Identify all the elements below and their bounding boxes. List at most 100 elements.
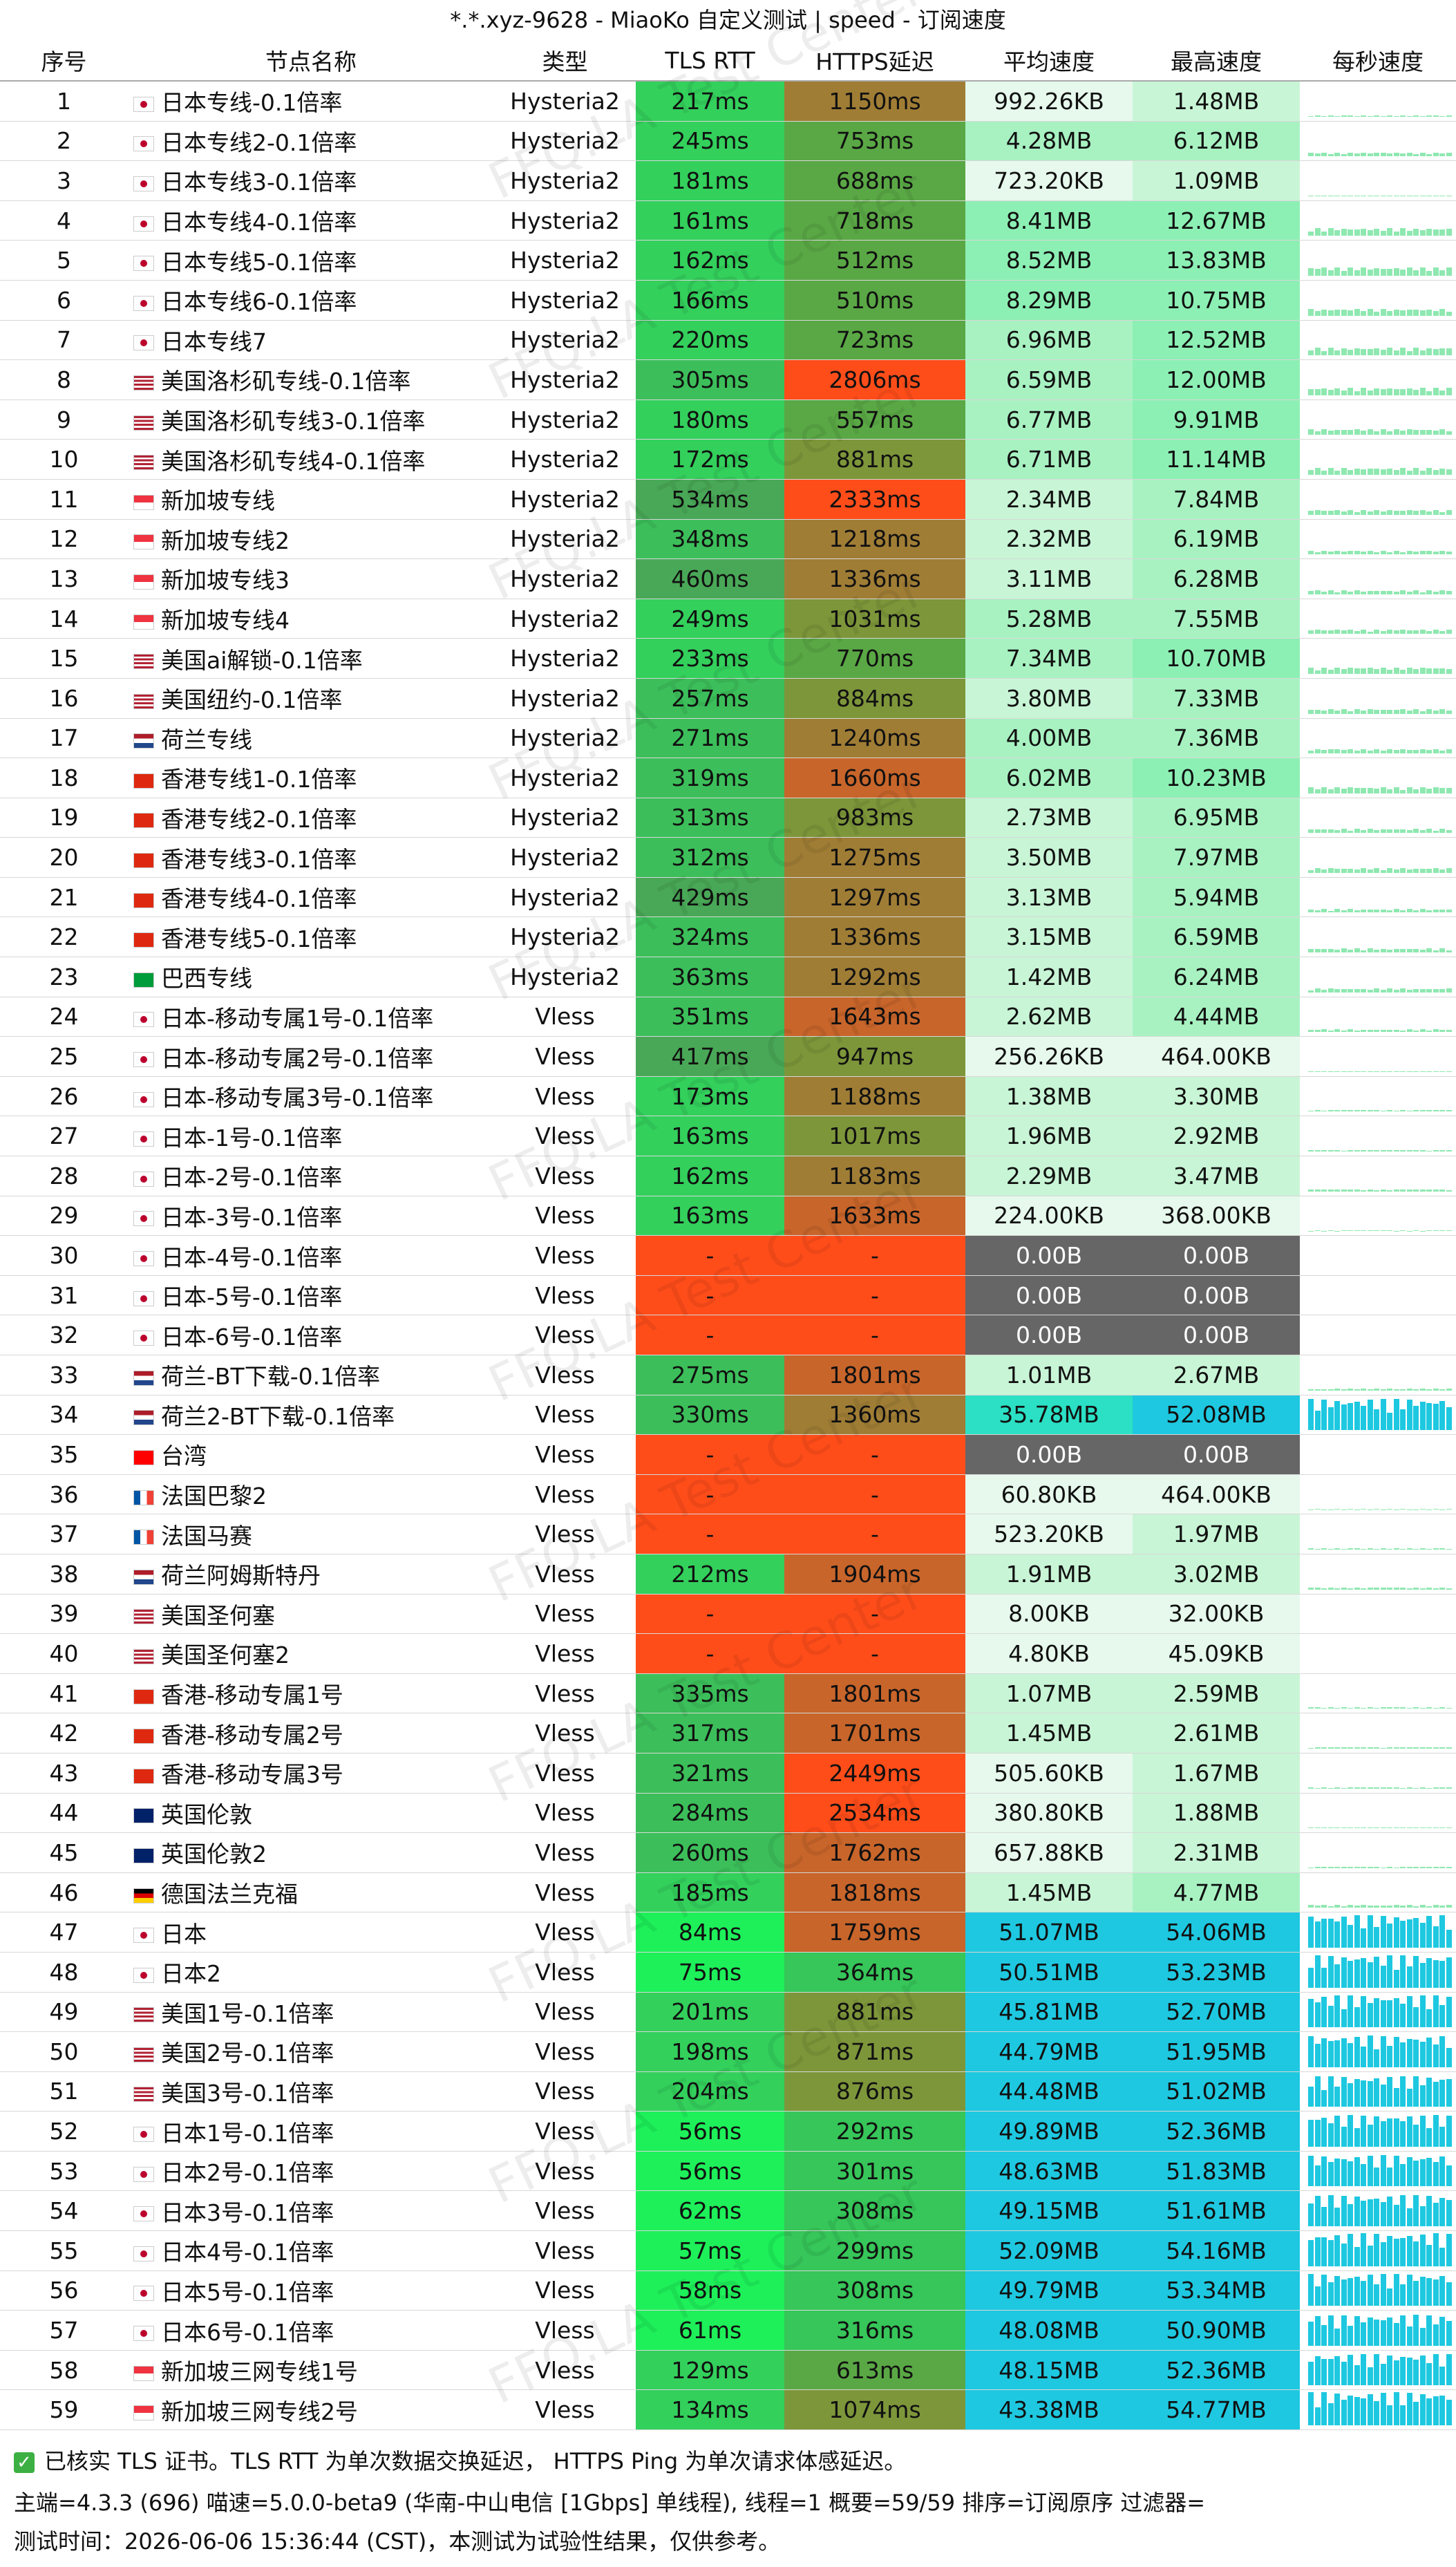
sparkline-bar bbox=[1433, 1404, 1439, 1431]
sparkline-bar bbox=[1348, 1866, 1353, 1868]
sparkline-bar bbox=[1354, 590, 1360, 594]
sparkline-bar bbox=[1341, 630, 1347, 634]
sparkline-bar bbox=[1341, 868, 1347, 873]
row-https-latency: 1031ms bbox=[784, 599, 965, 639]
sparkline-bar bbox=[1348, 551, 1353, 555]
row-name: 美国洛杉矶专线3-0.1倍率 bbox=[128, 399, 494, 440]
sparkline-bar bbox=[1387, 1924, 1392, 1948]
sparkline-bar bbox=[1433, 591, 1439, 594]
row-max-speed: 54.16MB bbox=[1133, 2230, 1300, 2271]
table-row: 31 日本-5号-0.1倍率 Vless - -0.00B 0.00B bbox=[0, 1275, 1456, 1316]
row-persec-sparkline bbox=[1300, 558, 1456, 599]
sparkline-bar bbox=[1387, 749, 1392, 754]
sparkline-bar bbox=[1374, 829, 1379, 834]
row-index: 37 bbox=[0, 1514, 128, 1554]
sparkline-bar bbox=[1314, 1906, 1321, 1908]
row-https-latency: 881ms bbox=[784, 439, 965, 480]
row-name: 日本 bbox=[128, 1912, 494, 1953]
row-avg-speed: 2.62MB bbox=[965, 997, 1133, 1037]
sparkline-bar bbox=[1400, 1866, 1406, 1868]
sparkline-bar bbox=[1446, 1509, 1452, 1510]
sparkline-bar bbox=[1439, 391, 1445, 395]
sparkline-bar bbox=[1400, 115, 1406, 117]
sparkline-bar bbox=[1321, 829, 1327, 834]
sparkline-bar bbox=[1387, 1747, 1392, 1749]
sparkline-bar bbox=[1433, 267, 1439, 276]
sparkline-bar bbox=[1387, 153, 1392, 157]
sparkline-bar bbox=[1361, 2398, 1366, 2426]
row-index: 9 bbox=[0, 399, 128, 440]
sparkline-bar bbox=[1321, 2274, 1327, 2306]
sparkline-bar bbox=[1439, 2275, 1445, 2306]
sparkline-bar bbox=[1413, 1906, 1419, 1908]
node-name: 日本-移动专属1号-0.1倍率 bbox=[161, 1004, 434, 1032]
sparkline-bar bbox=[1354, 270, 1360, 276]
sparkline-bar bbox=[1321, 2237, 1327, 2266]
row-avg-speed: 4.28MB bbox=[965, 121, 1133, 162]
sparkline-bar bbox=[1426, 1866, 1432, 1868]
row-type: Vless bbox=[494, 1315, 636, 1355]
flag-jp-icon bbox=[133, 1928, 154, 1944]
sparkline-bar bbox=[1439, 910, 1445, 913]
sparkline-bar bbox=[1334, 510, 1340, 515]
row-persec-sparkline bbox=[1300, 837, 1456, 878]
sparkline-bar bbox=[1314, 468, 1321, 475]
sparkline-bar bbox=[1393, 309, 1399, 316]
sparkline-bar bbox=[1393, 1389, 1399, 1391]
sparkline-bar bbox=[1367, 511, 1373, 515]
flag-jp-icon bbox=[133, 2286, 154, 2302]
sparkline-bar bbox=[1413, 1109, 1419, 1112]
row-max-speed: 464.00KB bbox=[1133, 1036, 1300, 1077]
sparkline-bar bbox=[1361, 311, 1366, 316]
sparkline-bar bbox=[1308, 909, 1314, 913]
row-avg-speed: 380.80KB bbox=[965, 1793, 1133, 1834]
row-type: Vless bbox=[494, 1554, 636, 1595]
row-https-latency: 1240ms bbox=[784, 718, 965, 759]
table-row: 41 香港-移动专属1号 Vless 335ms 1801ms 1.07MB 2.59MB bbox=[0, 1673, 1456, 1714]
sparkline-bar bbox=[1380, 2201, 1386, 2227]
sparkline-bar bbox=[1334, 2356, 1340, 2386]
sparkline-bar bbox=[1354, 1548, 1360, 1550]
sparkline-bar bbox=[1354, 2078, 1360, 2107]
sparkline-bar bbox=[1354, 788, 1360, 793]
sparkline-bar bbox=[1406, 909, 1412, 913]
sparkline-bar bbox=[1354, 910, 1360, 913]
sparkline-bar bbox=[1308, 2119, 1314, 2147]
row-tls-rtt: 217ms bbox=[636, 81, 784, 122]
sparkline-bar bbox=[1308, 2362, 1314, 2386]
row-max-speed: 53.34MB bbox=[1133, 2270, 1300, 2311]
row-type: Vless bbox=[494, 2071, 636, 2112]
row-name: 日本-移动专属1号-0.1倍率 bbox=[128, 997, 494, 1037]
node-name: 台湾 bbox=[161, 1442, 207, 1470]
sparkline-bar bbox=[1426, 229, 1432, 236]
sparkline-bar bbox=[1393, 550, 1399, 555]
row-https-latency: 2449ms bbox=[784, 1753, 965, 1794]
row-max-speed: 368.00KB bbox=[1133, 1196, 1300, 1237]
row-persec-sparkline bbox=[1300, 2031, 1456, 2072]
sparkline-bar bbox=[1361, 668, 1366, 674]
sparkline-bar bbox=[1361, 229, 1366, 236]
node-name: 英国伦敦2 bbox=[161, 1841, 267, 1868]
row-avg-speed: 1.01MB bbox=[965, 1355, 1133, 1395]
flag-sg-icon bbox=[133, 574, 154, 590]
sparkline-bar bbox=[1446, 1230, 1452, 1232]
sparkline-bar bbox=[1361, 469, 1366, 475]
row-index: 36 bbox=[0, 1474, 128, 1515]
sparkline-bar bbox=[1314, 1787, 1321, 1789]
row-index: 41 bbox=[0, 1673, 128, 1714]
sparkline-bar bbox=[1426, 829, 1432, 834]
sparkline-bar bbox=[1406, 829, 1412, 834]
sparkline-bar bbox=[1327, 2315, 1334, 2346]
sparkline-bar bbox=[1413, 1150, 1419, 1152]
flag-hk-icon bbox=[133, 1768, 154, 1784]
sparkline-bar bbox=[1380, 990, 1386, 993]
sparkline-bar bbox=[1367, 869, 1373, 873]
row-index: 16 bbox=[0, 678, 128, 719]
sparkline-bar bbox=[1314, 1588, 1321, 1590]
row-type: Vless bbox=[494, 1673, 636, 1714]
table-row: 51 美国3号-0.1倍率 Vless 204ms 876ms 44.48MB 51.02M… bbox=[0, 2071, 1456, 2112]
sparkline-bar bbox=[1334, 1707, 1340, 1709]
sparkline-bar bbox=[1446, 629, 1452, 634]
sparkline-bar bbox=[1426, 271, 1432, 276]
table-row: 49 美国1号-0.1倍率 Vless 201ms 881ms 45.81MB 52.70M… bbox=[0, 1992, 1456, 2033]
